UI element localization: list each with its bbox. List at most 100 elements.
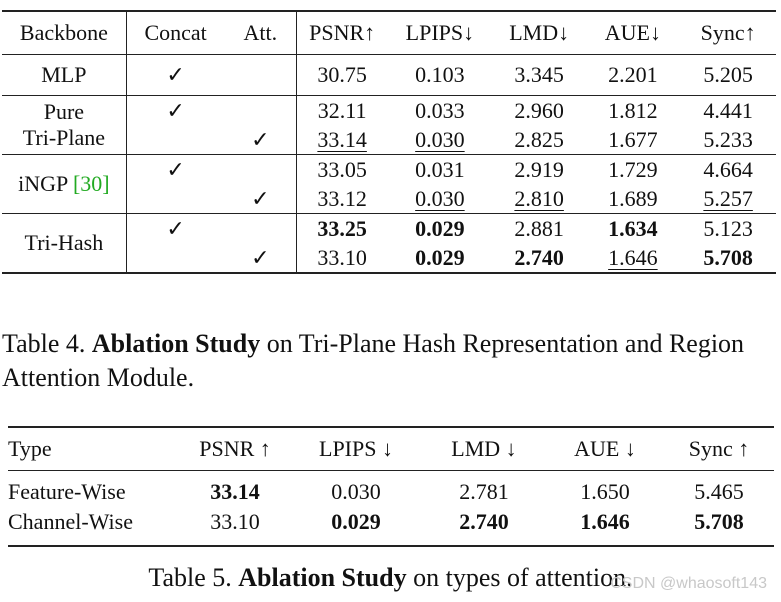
lpips-cell: 0.033	[387, 95, 493, 125]
lpips-cell: 0.030	[387, 125, 493, 155]
table-4: Backbone Concat Att. PSNR↑ LPIPS↓ LMD↓ A…	[2, 10, 776, 274]
lmd-cell: 3.345	[514, 62, 564, 87]
psnr-cell: 33.14	[297, 125, 387, 155]
att-cell	[224, 95, 298, 125]
concat-cell	[126, 184, 224, 214]
header-aue: AUE ↓	[546, 427, 664, 471]
aue-cell: 1.689	[608, 185, 658, 211]
lpips-cell-bold: 0.029	[387, 213, 493, 243]
header-psnr: PSNR ↑	[180, 427, 290, 471]
backbone-tri-hash: Tri-Hash	[24, 230, 104, 255]
concat-cell: ✓	[166, 62, 185, 87]
table-row: ✓ 33.14 0.030 2.825 1.677 5.233	[2, 125, 776, 155]
header-lmd: LMD ↓	[422, 427, 546, 471]
header-backbone: Backbone	[2, 11, 127, 55]
att-cell	[224, 54, 298, 96]
aue-cell: 1.729	[585, 154, 681, 184]
lpips-cell-bold: 0.029	[331, 509, 381, 534]
lpips-value-underlined: 0.030	[415, 126, 465, 152]
caption-bold: Ablation Study	[91, 329, 261, 358]
psnr-cell-bold: 33.25	[296, 213, 388, 243]
psnr-value-underlined: 33.14	[317, 126, 367, 152]
type-cell: Channel-Wise	[8, 509, 133, 534]
type-cell: Feature-Wise	[8, 479, 126, 504]
aue-cell: 2.201	[608, 62, 658, 87]
table-row: ✓ 33.12 0.030 2.810 1.689 5.257	[2, 184, 776, 214]
backbone-pure: Pure	[43, 99, 85, 124]
table-row: Tri-Hash ✓ 33.25 0.029 2.881 1.634 5.123	[2, 213, 776, 273]
att-cell: ✓	[224, 184, 298, 214]
sync-cell: 4.664	[680, 154, 776, 184]
lpips-cell: 0.030	[331, 479, 381, 504]
caption-prefix: Table 4.	[2, 329, 86, 358]
aue-value-underlined: 1.646	[608, 244, 658, 270]
header-att: Att.	[224, 11, 298, 55]
concat-cell: ✓	[126, 95, 225, 125]
lmd-cell: 2.960	[492, 95, 586, 125]
table-row: Pure Tri-Plane ✓ 32.11 0.033 2.960 1.812…	[2, 95, 776, 155]
aue-cell: 1.812	[585, 95, 681, 125]
lmd-value-underlined: 2.810	[514, 185, 564, 211]
att-cell	[224, 213, 298, 243]
aue-cell: 1.646	[586, 243, 681, 273]
header-lmd: LMD↓	[492, 11, 586, 55]
att-cell: ✓	[224, 125, 298, 155]
lmd-cell: 2.810	[493, 184, 586, 214]
header-sync: Sync↑	[680, 11, 776, 55]
lmd-cell-bold: 2.740	[514, 244, 564, 270]
lmd-cell: 2.825	[514, 126, 564, 152]
sync-cell: 5.257	[680, 184, 776, 214]
lpips-cell: 0.103	[415, 62, 465, 87]
header-aue: AUE↓	[585, 11, 681, 55]
aue-cell-bold: 1.646	[580, 509, 630, 534]
table-row: MLP ✓ 30.75 0.103 3.345 2.201 5.205	[2, 54, 776, 96]
sync-cell: 5.465	[694, 479, 744, 504]
caption-bold: Ablation Study	[238, 563, 407, 592]
psnr-cell: 32.11	[296, 95, 388, 125]
backbone-cell: Pure Tri-Plane	[2, 95, 127, 155]
aue-cell: 1.650	[580, 479, 630, 504]
backbone-cell: Tri-Hash	[2, 213, 127, 273]
psnr-cell-bold: 33.14	[210, 479, 260, 504]
header-sync: Sync ↑	[664, 427, 774, 471]
psnr-cell: 33.12	[317, 185, 367, 211]
sync-cell-bold: 5.708	[694, 509, 744, 534]
lmd-cell-bold: 2.740	[459, 509, 509, 534]
lpips-cell-bold: 0.029	[415, 244, 465, 270]
lpips-cell: 0.030	[387, 184, 493, 214]
sync-cell: 4.441	[680, 95, 776, 125]
att-cell	[224, 154, 298, 184]
sync-cell: 5.205	[703, 62, 753, 87]
header-lpips: LPIPS↓	[387, 11, 493, 55]
aue-cell: 1.677	[608, 126, 658, 152]
lpips-cell: 0.031	[387, 154, 493, 184]
att-cell: ✓	[224, 243, 298, 273]
header-psnr: PSNR↑	[296, 11, 388, 55]
concat-cell	[126, 243, 224, 273]
lmd-cell: 2.781	[459, 479, 509, 504]
caption-rest: on types of attention.	[413, 563, 633, 592]
sync-cell-bold: 5.708	[703, 244, 753, 270]
aue-cell-bold: 1.634	[585, 213, 681, 243]
lpips-value-underlined: 0.030	[415, 185, 465, 211]
backbone-cell: iNGP [30]	[2, 154, 127, 214]
concat-cell: ✓	[126, 154, 225, 184]
citation-link[interactable]: [30]	[72, 171, 110, 196]
table-row: ✓ 33.10 0.029 2.740 1.646 5.708	[2, 243, 776, 273]
psnr-cell: 33.10	[317, 244, 367, 270]
watermark: CSDN @whaosoft143	[610, 575, 767, 592]
table-5-caption: Table 5. Ablation Study on types of atte…	[0, 561, 781, 595]
backbone-ingp: iNGP	[18, 171, 68, 196]
header-lpips: LPIPS ↓	[290, 427, 422, 471]
header-type: Type	[8, 427, 180, 471]
table-row: iNGP [30] ✓ 33.05 0.031 2.919 1.729 4.66…	[2, 154, 776, 214]
backbone-tri-plane: Tri-Plane	[22, 125, 106, 150]
psnr-cell: 33.10	[210, 509, 260, 534]
concat-cell: ✓	[126, 213, 225, 243]
lmd-cell: 2.881	[492, 213, 586, 243]
caption-rest: on Tri-Plane Hash Representation and Reg…	[2, 329, 745, 392]
lmd-cell: 2.919	[492, 154, 586, 184]
table-row: Channel-Wise 33.10 0.029 2.740 1.646 5.7…	[8, 507, 774, 546]
table-5: Type PSNR ↑ LPIPS ↓ LMD ↓ AUE ↓ Sync ↑ F…	[8, 426, 774, 547]
sync-cell: 5.123	[680, 213, 776, 243]
